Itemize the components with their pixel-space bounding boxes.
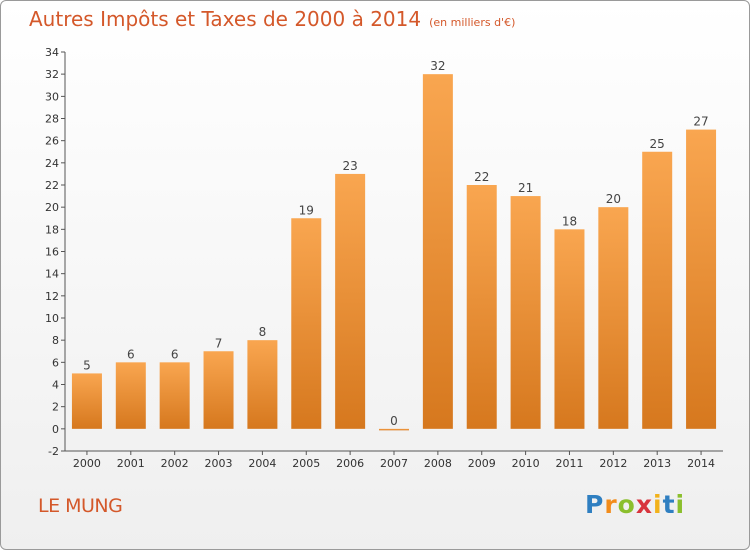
data-label: 25 — [650, 137, 665, 151]
data-label: 18 — [562, 214, 577, 228]
data-label: 5 — [83, 358, 91, 372]
x-tick-label: 2013 — [643, 457, 671, 470]
y-tick-label: 2 — [52, 401, 59, 414]
x-tick-label: 2005 — [292, 457, 320, 470]
bar-2014 — [686, 129, 717, 429]
y-tick-label: 24 — [45, 157, 59, 170]
bar-2005 — [291, 218, 322, 429]
data-label: 6 — [127, 347, 135, 361]
x-tick-label: 2014 — [687, 457, 715, 470]
x-tick-label: 2011 — [555, 457, 583, 470]
chart-subtitle: (en milliers d'€) — [429, 16, 516, 29]
x-tick-label: 2001 — [117, 457, 145, 470]
data-label: 0 — [390, 414, 398, 428]
y-tick-label: 26 — [45, 135, 59, 148]
title-text: Autres Impôts et Taxes de 2000 à 2014 — [29, 7, 422, 31]
logo-letter: i — [675, 490, 686, 519]
data-label: 7 — [215, 336, 223, 350]
logo-letter: t — [662, 490, 676, 519]
x-tick-label: 2008 — [424, 457, 452, 470]
data-label: 19 — [299, 203, 314, 217]
y-tick-label: 32 — [45, 68, 59, 81]
y-tick-label: 0 — [52, 423, 59, 436]
proxiti-logo[interactable]: Proxiti — [585, 490, 685, 519]
bar-2000 — [71, 373, 102, 429]
y-tick-label: 34 — [45, 46, 59, 59]
data-label: 21 — [518, 181, 533, 195]
bar-2007 — [379, 428, 409, 431]
bars — [71, 74, 717, 431]
x-tick-label: 2002 — [161, 457, 189, 470]
y-tick-label: 20 — [45, 201, 59, 214]
bar-2006 — [335, 173, 366, 429]
chart-title: Autres Impôts et Taxes de 2000 à 2014 (en… — [29, 7, 515, 31]
logo-letter: x — [635, 490, 653, 519]
x-tick-label: 2003 — [205, 457, 233, 470]
commune-name: LE MUNG — [38, 495, 123, 517]
bar-2012 — [598, 207, 629, 429]
y-tick-label: 22 — [45, 179, 59, 192]
bar-2004 — [247, 340, 278, 429]
logo-letter: o — [617, 490, 636, 519]
bar-2011 — [554, 229, 585, 429]
x-tick-label: 2009 — [468, 457, 496, 470]
y-tick-label: 28 — [45, 113, 59, 126]
x-tick-label: 2007 — [380, 457, 408, 470]
x-tick-label: 2000 — [73, 457, 101, 470]
y-tick-label: 14 — [45, 268, 59, 281]
bar-2001 — [115, 362, 146, 429]
bar-2013 — [642, 151, 673, 429]
x-tick-label: 2006 — [336, 457, 364, 470]
logo-letter: r — [604, 490, 618, 519]
logo-letter: i — [653, 490, 663, 519]
y-tick-label: 10 — [45, 312, 59, 325]
data-label: 20 — [606, 192, 621, 206]
bar-2002 — [159, 362, 190, 429]
data-label: 6 — [171, 347, 179, 361]
bar-2009 — [466, 185, 497, 429]
x-tick-label: 2004 — [248, 457, 276, 470]
y-tick-label: 4 — [52, 379, 59, 392]
data-label: 23 — [342, 159, 357, 173]
logo-letter: P — [585, 490, 605, 519]
bar-2008 — [422, 74, 453, 429]
y-tick-label: 18 — [45, 223, 59, 236]
bar-2003 — [203, 351, 234, 429]
x-tick-label: 2010 — [512, 457, 540, 470]
data-label: 8 — [259, 325, 267, 339]
y-tick-label: -2 — [48, 445, 59, 458]
y-tick-label: 12 — [45, 290, 59, 303]
y-tick-label: 30 — [45, 90, 59, 103]
x-tick-label: 2012 — [599, 457, 627, 470]
bar-2010 — [510, 196, 541, 429]
data-label: 27 — [693, 115, 708, 129]
data-labels: 5 6 6 7 8 19 23 0 32 22 21 18 20 25 27 — [83, 59, 709, 428]
y-tick-label: 8 — [52, 334, 59, 347]
y-tick-label: 16 — [45, 246, 59, 259]
data-label: 22 — [474, 170, 489, 184]
y-tick-label: 6 — [52, 356, 59, 369]
data-label: 32 — [430, 59, 445, 73]
